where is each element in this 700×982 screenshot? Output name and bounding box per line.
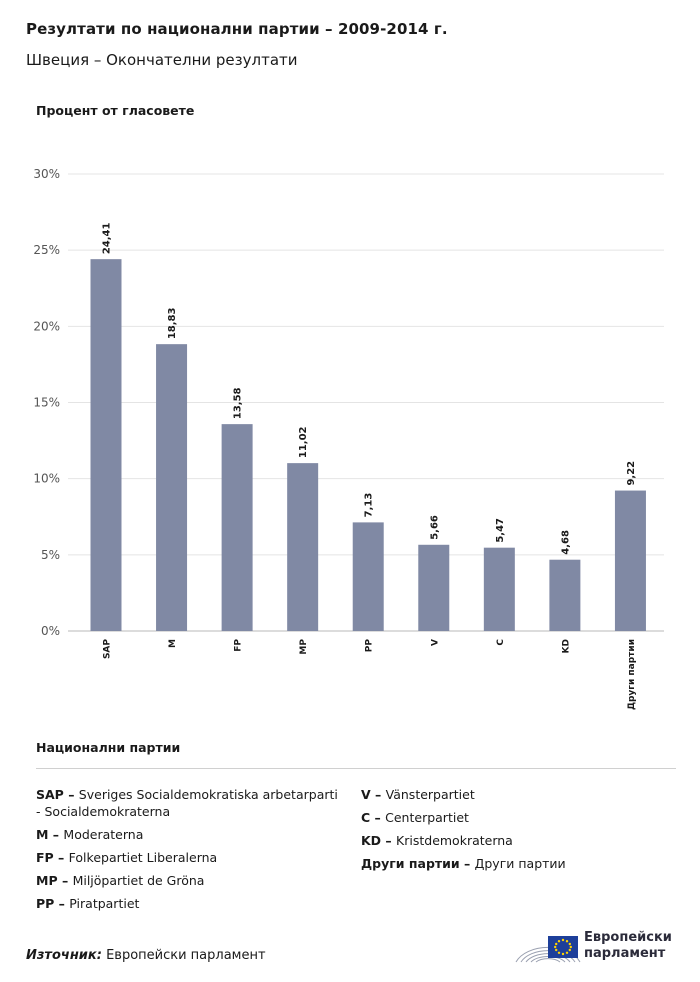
legend-item: KD – Kristdemokraterna — [361, 832, 681, 849]
data-label: 13,58 — [233, 387, 244, 419]
data-label: 9,22 — [626, 461, 637, 486]
european-parliament-logo — [515, 936, 581, 963]
bar — [156, 344, 188, 631]
ep-logo-line1: Европейски — [584, 930, 672, 945]
y-tick-label: 30% — [33, 167, 60, 181]
legend-item: PP – Piratpartiet — [36, 895, 346, 912]
x-tick-label: V — [430, 639, 440, 646]
legend-abbr: C – — [361, 810, 386, 825]
x-tick-label: M — [168, 639, 178, 648]
y-axis-label: Процент от гласовете — [36, 103, 195, 118]
data-label: 24,41 — [102, 222, 113, 254]
legend-name: Kristdemokraterna — [396, 833, 513, 848]
legend-name: Centerpartiet — [385, 810, 469, 825]
legend-name: Sveriges Socialdemokratiska arbetarparti… — [36, 787, 338, 819]
legend-column-right: V – Vänsterpartiet C – Centerpartiet KD – … — [361, 786, 681, 878]
y-tick-label: 20% — [33, 319, 60, 333]
page-title: Резултати по национални партии – 2009-20… — [26, 20, 448, 38]
x-tick-label: MP — [299, 639, 309, 655]
bar — [549, 559, 581, 631]
y-tick-label: 5% — [41, 548, 60, 562]
bar — [614, 490, 646, 631]
legend-item: V – Vänsterpartiet — [361, 786, 681, 803]
legend-name: Moderaterna — [63, 827, 144, 842]
bar — [483, 547, 515, 631]
y-tick-label: 25% — [33, 243, 60, 257]
x-tick-label: Други партии — [627, 639, 637, 710]
legend-abbr: MP – — [36, 873, 73, 888]
y-tick-label: 10% — [33, 472, 60, 486]
data-label: 18,83 — [167, 307, 178, 339]
bar — [221, 424, 253, 631]
x-tick-label: KD — [561, 639, 571, 653]
x-tick-label: PP — [365, 639, 375, 653]
data-label: 5,66 — [429, 515, 440, 540]
legend-title: Национални партии — [36, 740, 181, 755]
legend-abbr: V – — [361, 787, 386, 802]
legend-abbr: FP – — [36, 850, 69, 865]
source-note: Източник: Европейски парламент — [26, 948, 266, 963]
bar-chart: 0% 5% 10% 15% 20% 25% 30% 24,41 SAP 18,83 M 13,58 FP… — [33, 167, 664, 710]
data-label: 7,13 — [364, 493, 375, 518]
legend-divider — [36, 768, 676, 769]
ep-logo-line2: парламент — [584, 946, 666, 961]
source-value: Европейски парламент — [106, 948, 266, 963]
legend-abbr: SAP – — [36, 787, 79, 802]
legend-item: C – Centerpartiet — [361, 809, 681, 826]
legend-abbr: Други партии – — [361, 856, 475, 871]
legend-name: Други партии — [474, 856, 566, 871]
data-label: 11,02 — [298, 426, 309, 458]
source-label: Източник: — [26, 948, 102, 963]
x-tick-label: SAP — [103, 639, 113, 659]
legend-column-left: SAP – Sveriges Socialdemokratiska arbeta… — [36, 786, 346, 918]
legend-abbr: M – — [36, 827, 64, 842]
legend-name: Folkepartiet Liberalerna — [68, 850, 218, 865]
bar — [90, 259, 122, 631]
legend-item: M – Moderaterna — [36, 826, 346, 843]
bar — [418, 544, 450, 631]
legend-abbr: PP – — [36, 896, 70, 911]
bar — [352, 522, 384, 631]
page-subtitle: Швеция – Окончателни резултати — [26, 51, 298, 69]
legend-name: Miljöpartiet de Gröna — [72, 873, 205, 888]
legend-name: Vänsterpartiet — [385, 787, 475, 802]
legend-name: Piratpartiet — [69, 896, 140, 911]
ep-logo-text: Европейски парламент — [584, 930, 672, 962]
y-tick-label: 15% — [33, 396, 60, 410]
y-tick-label: 0% — [41, 624, 60, 638]
legend-item: MP – Miljöpartiet de Gröna — [36, 872, 346, 889]
legend-abbr: KD – — [361, 833, 397, 848]
legend-item: Други партии – Други партии — [361, 855, 681, 872]
data-label: 4,68 — [560, 530, 571, 555]
x-tick-label: C — [496, 639, 506, 646]
x-tick-label: FP — [234, 639, 244, 652]
data-label: 5,47 — [495, 518, 506, 543]
legend-item: SAP – Sveriges Socialdemokratiska arbeta… — [36, 786, 346, 820]
bar — [287, 463, 319, 631]
legend-item: FP – Folkepartiet Liberalerna — [36, 849, 346, 866]
